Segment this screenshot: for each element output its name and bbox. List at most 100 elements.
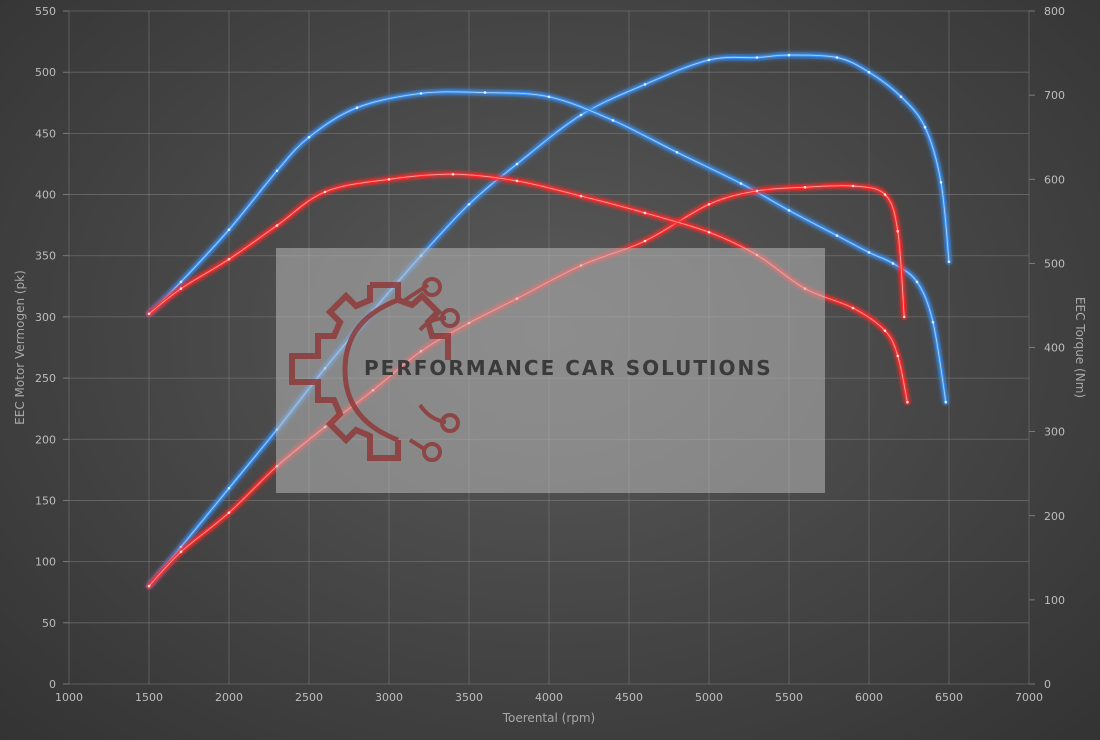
data-point: [227, 228, 231, 231]
data-point: [915, 280, 919, 284]
data-point: [707, 230, 711, 234]
data-point: [675, 151, 679, 154]
x-tick-label: 5000: [695, 691, 723, 704]
y-left-tick-label: 250: [35, 372, 56, 385]
data-point: [387, 178, 391, 181]
data-point: [419, 92, 423, 95]
x-tick-label: 4000: [535, 691, 563, 704]
data-point: [787, 53, 791, 57]
x-tick-label: 1000: [55, 691, 83, 704]
data-point: [579, 194, 583, 198]
x-tick-label: 6500: [935, 691, 963, 704]
y-right-tick-label: 0: [1044, 678, 1051, 691]
y-right-tick-label: 300: [1044, 426, 1065, 439]
x-tick-label: 5500: [775, 691, 803, 704]
data-point: [851, 184, 855, 188]
data-point: [835, 234, 839, 237]
y-left-tick-label: 550: [35, 5, 56, 18]
data-point: [867, 251, 871, 254]
series-line-2: [145, 88, 950, 406]
data-point: [451, 172, 455, 176]
y-left-tick-label: 50: [42, 617, 56, 630]
data-point: [515, 179, 519, 183]
data-point: [891, 262, 895, 265]
watermark-text: PERFORMANCE CAR SOLUTIONS: [364, 356, 773, 380]
data-point: [275, 224, 279, 227]
data-point: [939, 181, 943, 184]
data-point: [227, 257, 231, 261]
axis-ticks: 1000 1500 2000 2500 3000 3500 4000 4500 5000 5500…: [35, 5, 1065, 704]
data-point: [179, 550, 183, 554]
data-point: [787, 209, 791, 212]
y-left-tick-label: 450: [35, 127, 56, 140]
y-right-tick-label: 600: [1044, 173, 1065, 186]
x-tick-label: 3500: [455, 691, 483, 704]
data-point: [923, 125, 927, 129]
data-point: [899, 95, 903, 98]
y-left-tick-label: 200: [35, 433, 56, 446]
data-point: [179, 287, 183, 290]
data-point: [643, 211, 647, 215]
data-point: [227, 486, 231, 490]
y-axis-left-title: EEC Motor Vermogen (pk): [13, 270, 27, 425]
data-point: [803, 185, 807, 189]
data-point: [643, 239, 647, 243]
data-point: [147, 312, 151, 316]
y-left-tick-label: 150: [35, 494, 56, 507]
y-left-tick-label: 500: [35, 66, 56, 79]
y-left-tick-label: 350: [35, 250, 56, 263]
data-point: [851, 306, 855, 310]
x-tick-label: 2500: [295, 691, 323, 704]
data-point: [227, 511, 231, 514]
y-right-tick-label: 500: [1044, 257, 1065, 270]
y-right-tick-label: 700: [1044, 89, 1065, 102]
data-point: [755, 56, 759, 59]
data-point: [755, 189, 759, 193]
y-left-tick-label: 0: [49, 678, 56, 691]
y-right-tick-label: 400: [1044, 342, 1065, 355]
data-point: [483, 91, 487, 94]
data-point: [947, 260, 951, 264]
data-point: [739, 182, 743, 185]
y-left-tick-label: 300: [35, 311, 56, 324]
y-left-tick-label: 100: [35, 556, 56, 569]
data-point: [896, 354, 900, 358]
data-point: [883, 329, 887, 333]
data-point: [579, 113, 583, 117]
data-point: [611, 119, 615, 122]
x-tick-label: 2000: [215, 691, 243, 704]
x-axis-title: Toerental (rpm): [502, 711, 595, 725]
data-point: [275, 169, 279, 173]
data-point: [883, 193, 887, 196]
data-point: [355, 106, 359, 109]
x-tick-label: 6000: [855, 691, 883, 704]
x-tick-label: 3000: [375, 691, 403, 704]
data-point: [835, 56, 839, 59]
x-tick-label: 4500: [615, 691, 643, 704]
y-left-tick-label: 400: [35, 189, 56, 202]
data-point: [515, 162, 519, 166]
y-right-tick-label: 200: [1044, 510, 1065, 523]
y-axis-right-title: EEC Torque (Nm): [1073, 297, 1087, 398]
data-point: [931, 321, 935, 324]
data-point: [323, 190, 327, 194]
data-point: [896, 230, 900, 233]
x-tick-label: 1500: [135, 691, 163, 704]
y-right-tick-label: 800: [1044, 5, 1065, 18]
x-tick-label: 7000: [1015, 691, 1043, 704]
gear-logo-icon: [289, 277, 460, 462]
data-point: [643, 83, 647, 86]
data-point: [902, 315, 906, 319]
data-point: [707, 58, 711, 62]
data-point: [707, 203, 711, 206]
watermark: PERFORMANCE CAR SOLUTIONS: [276, 248, 825, 493]
data-point: [944, 400, 948, 404]
data-point: [547, 95, 551, 99]
data-point: [307, 135, 311, 139]
data-point: [179, 280, 183, 284]
y-right-tick-label: 100: [1044, 594, 1065, 607]
data-point: [906, 400, 909, 404]
data-point: [179, 545, 183, 549]
data-point: [147, 584, 151, 588]
